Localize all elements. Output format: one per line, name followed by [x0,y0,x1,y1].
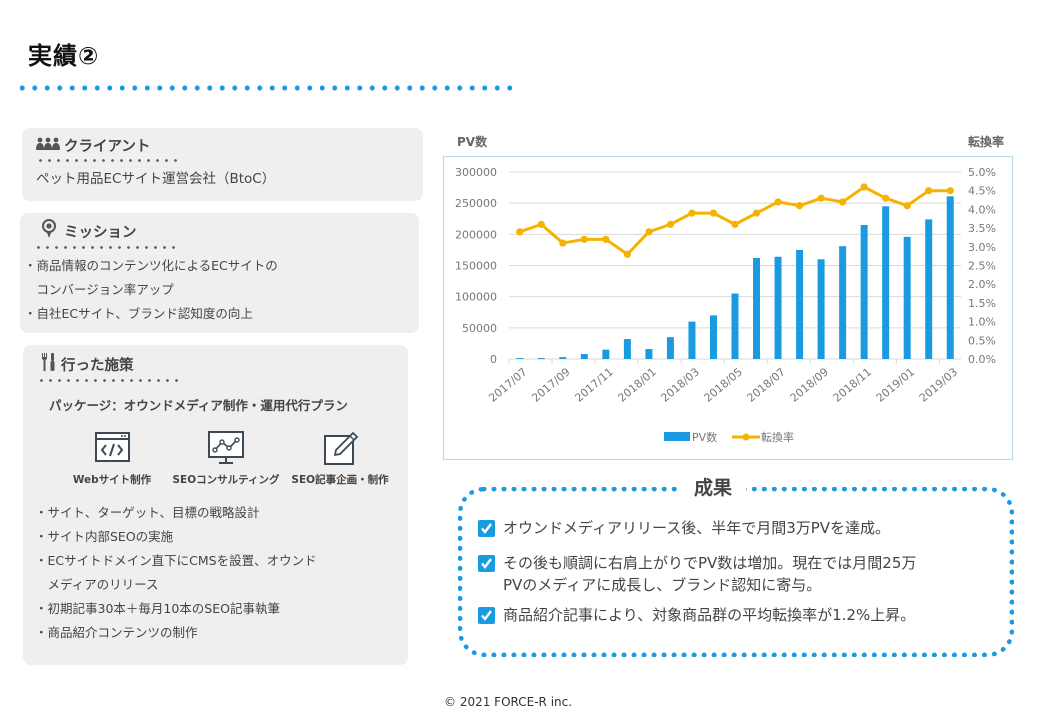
svg-text:300000: 300000 [455,166,497,179]
measure-item: メディアのリリース [35,577,159,592]
measures-heading: 行った施策 [37,352,394,376]
svg-text:2018/07: 2018/07 [745,365,788,404]
svg-text:3.5%: 3.5% [968,222,996,235]
svg-text:250000: 250000 [455,197,497,210]
client-description: ペット用品ECサイト運営会社（BtoC） [36,171,276,187]
checkbox-checked-icon [478,520,495,537]
tools-icon [41,352,57,376]
svg-text:1.5%: 1.5% [968,297,996,310]
service-seo-consulting: SEOコンサルティング [169,430,283,487]
svg-text:1.0%: 1.0% [968,316,996,329]
svg-text:転換率: 転換率 [761,430,794,444]
client-card: クライアント ペット用品ECサイト運営会社（BtoC） [22,128,423,201]
page-title: 実績② [28,42,100,70]
svg-text:PV数: PV数 [692,431,717,444]
result-item: オウンドメディアリリース後、半年で月間3万PVを達成。 [478,517,890,539]
mission-item: ・自社ECサイト、ブランド認知度の向上 [24,306,253,321]
service-seo-articles: SEO記事企画・制作 [283,430,397,487]
svg-text:200000: 200000 [455,228,497,241]
measures-dotted-divider [37,378,181,383]
analytics-monitor-icon [208,431,244,464]
svg-text:5.0%: 5.0% [968,166,996,179]
service-list: Webサイト制作 SEOコンサルティング SEO記事企画・制作 [37,430,397,487]
mission-heading: ミッション [34,219,405,243]
checkbox-checked-icon [478,607,495,624]
mission-card: ミッション ・商品情報のコンテンツ化によるECサイトの コンバージョン率アップ … [20,213,419,333]
result-item: 商品紹介記事により、対象商品群の平均転換率が1.2%上昇。 [478,604,915,626]
svg-text:150000: 150000 [455,260,497,273]
edit-pen-icon [324,431,359,465]
measure-item: ・商品紹介コンテンツの制作 [35,625,198,640]
measure-item: ・サイト、ターゲット、目標の戦略設計 [35,505,260,520]
svg-text:2.0%: 2.0% [968,278,996,291]
svg-text:2019/03: 2019/03 [917,365,960,404]
svg-text:0: 0 [490,353,497,366]
measure-item: ・サイト内部SEOの実施 [35,529,174,544]
svg-text:2017/11: 2017/11 [572,365,615,404]
svg-text:2.5%: 2.5% [968,260,996,273]
measures-card: 行った施策 パッケージ：オウンドメディア制作・運用代行プラン Webサイト制作 [23,345,408,665]
svg-text:2018/01: 2018/01 [615,365,658,404]
svg-text:50000: 50000 [462,322,497,335]
svg-text:2018/09: 2018/09 [788,365,831,404]
svg-text:2018/11: 2018/11 [831,365,874,404]
service-web: Webサイト制作 [55,430,169,487]
result-item: その後も順調に右肩上がりでPV数は増加。現在では月間25万 PVのメディアに成長… [478,552,916,596]
svg-text:4.0%: 4.0% [968,203,996,216]
svg-text:2018/05: 2018/05 [702,365,745,404]
svg-text:2019/01: 2019/01 [874,365,917,404]
chart-right-axis-title: 転換率 [968,135,1005,149]
client-dotted-divider [36,158,180,163]
target-pin-icon [42,219,56,243]
package-name: パッケージ：オウンドメディア制作・運用代行プラン [49,398,348,413]
code-window-icon [95,432,130,462]
svg-text:0.5%: 0.5% [968,334,996,347]
pv-conversion-chart: 300000 250000 200000 150000 100000 50000 0 5.0%… [443,156,1013,460]
checkbox-checked-icon [478,555,495,572]
measure-item: ・ECサイトドメイン直下にCMSを設置、オウンド [35,553,317,568]
results-title: 成果 [680,473,747,500]
client-heading: クライアント [36,135,409,156]
mission-item: コンバージョン率アップ [24,282,174,297]
mission-item: ・商品情報のコンテンツ化によるECサイトの [24,258,278,273]
group-icon [36,137,60,155]
svg-text:2018/03: 2018/03 [659,365,702,404]
svg-text:2017/09: 2017/09 [529,365,572,404]
svg-text:0.0%: 0.0% [968,353,996,366]
measure-item: ・初期記事30本＋毎月10本のSEO記事執筆 [35,601,280,616]
chart-canvas: 300000 250000 200000 150000 100000 50000 0 5.0%… [455,166,996,444]
title-dotted-divider [16,85,516,91]
mission-dotted-divider [34,245,178,250]
svg-text:3.0%: 3.0% [968,241,996,254]
svg-text:100000: 100000 [455,291,497,304]
svg-text:2017/07: 2017/07 [486,365,529,404]
chart-left-axis-title: PV数 [457,135,488,149]
svg-text:4.5%: 4.5% [968,185,996,198]
copyright: © 2021 FORCE-R inc. [444,695,573,709]
